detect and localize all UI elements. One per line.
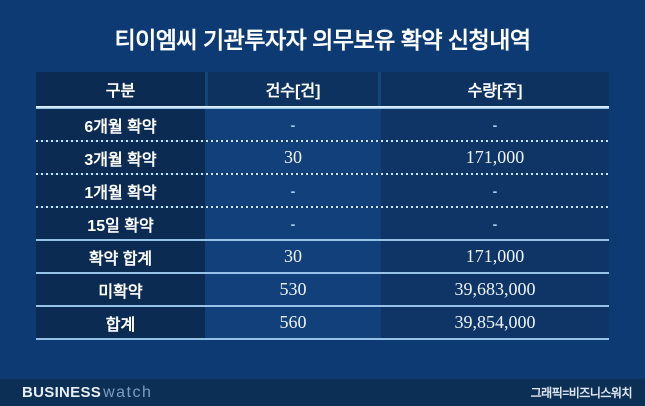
table-row-lockup-total: 확약 합계 30 171,000: [36, 241, 609, 272]
row-count: 530: [205, 274, 381, 305]
row-separator-solid: [36, 272, 609, 274]
header-quantity: 수량[주]: [381, 72, 609, 106]
row-separator-dotted: [36, 206, 609, 208]
header-count: 건수[건]: [205, 72, 381, 106]
logo-watch-text: watch: [103, 383, 153, 401]
table-bottom-border: [36, 338, 609, 340]
row-label: 합계: [36, 307, 205, 338]
row-quantity: 39,683,000: [381, 274, 609, 305]
row-quantity: -: [381, 208, 609, 239]
row-separator-dotted: [36, 140, 609, 142]
table-row-1month: 1개월 확약 - -: [36, 175, 609, 206]
row-label: 15일 확약: [36, 208, 205, 239]
table-row-grand-total: 합계 560 39,854,000: [36, 307, 609, 338]
row-quantity: -: [381, 175, 609, 206]
row-separator-solid: [36, 239, 609, 241]
lockup-table: 구분 건수[건] 수량[주] 6개월 확약 - - 3개월 확약 30 171,…: [36, 72, 609, 340]
table-row-3month: 3개월 확약 30 171,000: [36, 142, 609, 173]
row-separator-solid: [36, 305, 609, 307]
header-underline: [36, 106, 609, 109]
table-header-row: 구분 건수[건] 수량[주]: [36, 72, 609, 106]
businesswatch-logo: BUSINESS watch: [22, 384, 152, 402]
row-count: 30: [205, 241, 381, 272]
header-category: 구분: [36, 72, 205, 106]
row-count: -: [205, 175, 381, 206]
footer-band: BUSINESS watch 그래픽=비즈니스워치: [0, 379, 645, 406]
row-label: 미확약: [36, 274, 205, 305]
row-label: 3개월 확약: [36, 142, 205, 173]
row-count: 30: [205, 142, 381, 173]
row-label: 확약 합계: [36, 241, 205, 272]
row-label: 1개월 확약: [36, 175, 205, 206]
row-separator-dotted: [36, 173, 609, 175]
row-count: -: [205, 208, 381, 239]
table-row-no-lockup: 미확약 530 39,683,000: [36, 274, 609, 305]
row-quantity: 39,854,000: [381, 307, 609, 338]
page-title: 티이엠씨 기관투자자 의무보유 확약 신청내역: [114, 27, 531, 53]
row-quantity: -: [381, 109, 609, 140]
row-quantity: 171,000: [381, 241, 609, 272]
table-row-6month: 6개월 확약 - -: [36, 109, 609, 140]
logo-business-text: BUSINESS: [22, 383, 102, 401]
graphic-credit: 그래픽=비즈니스워치: [530, 386, 633, 400]
row-label: 6개월 확약: [36, 109, 205, 140]
row-quantity: 171,000: [381, 142, 609, 173]
row-count: -: [205, 109, 381, 140]
table-row-15day: 15일 확약 - -: [36, 208, 609, 239]
row-count: 560: [205, 307, 381, 338]
